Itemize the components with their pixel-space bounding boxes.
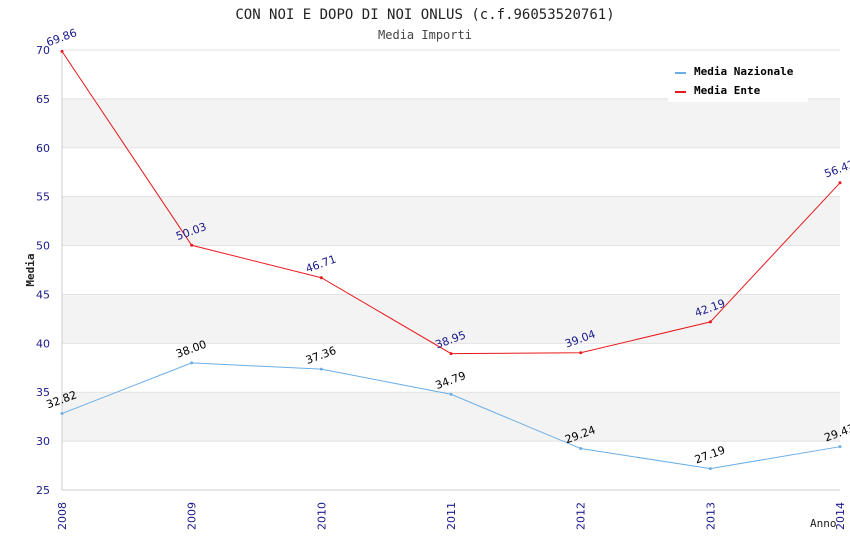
legend: Media Nazionale Media Ente bbox=[668, 56, 808, 102]
legend-box bbox=[668, 56, 808, 102]
data-point bbox=[708, 320, 712, 324]
x-tick-label: 2008 bbox=[56, 502, 69, 530]
data-point bbox=[449, 392, 453, 396]
series-group bbox=[60, 49, 842, 471]
x-tick-label: 2009 bbox=[186, 502, 199, 530]
y-tick-label: 40 bbox=[36, 337, 50, 350]
data-point bbox=[579, 351, 583, 355]
data-point bbox=[190, 243, 194, 247]
data-point bbox=[708, 467, 712, 471]
y-tick-label: 35 bbox=[36, 386, 50, 399]
x-tick-label: 2010 bbox=[315, 502, 328, 530]
x-axis-label: Anno bbox=[810, 517, 837, 530]
y-tick-label: 55 bbox=[36, 191, 50, 204]
grid-band bbox=[62, 245, 840, 295]
axes bbox=[61, 50, 840, 491]
x-tick-label: 2012 bbox=[575, 502, 588, 530]
legend-label-media-nazionale: Media Nazionale bbox=[694, 65, 794, 78]
data-point bbox=[60, 49, 64, 53]
grid-band bbox=[62, 294, 840, 344]
grid-band bbox=[62, 343, 840, 393]
x-tick-labels: 2008 2009 2010 2011 2012 2013 2014 bbox=[56, 502, 847, 530]
y-tick-labels: 25 30 35 40 45 50 55 60 65 70 bbox=[36, 44, 50, 497]
data-point bbox=[319, 367, 323, 371]
chart-title: CON NOI E DOPO DI NOI ONLUS (c.f.9605352… bbox=[235, 7, 614, 23]
y-axis-label: Media bbox=[24, 253, 37, 286]
grid-band bbox=[62, 98, 840, 148]
grid-band bbox=[62, 392, 840, 442]
data-point bbox=[60, 412, 64, 416]
chart-subtitle: Media Importi bbox=[378, 28, 472, 42]
data-point bbox=[838, 181, 842, 185]
data-point bbox=[190, 361, 194, 365]
x-tick-label: 2014 bbox=[834, 502, 847, 530]
y-tick-label: 25 bbox=[36, 484, 50, 497]
grid-bands bbox=[62, 49, 840, 491]
grid-band bbox=[62, 147, 840, 197]
y-tick-label: 70 bbox=[36, 44, 50, 57]
y-tick-label: 45 bbox=[36, 288, 50, 301]
grid-band bbox=[62, 441, 840, 490]
y-tick-label: 50 bbox=[36, 240, 50, 253]
data-point bbox=[319, 276, 323, 280]
data-point bbox=[449, 352, 453, 356]
y-tick-label: 65 bbox=[36, 93, 50, 106]
x-tick-label: 2011 bbox=[445, 502, 458, 530]
data-point bbox=[838, 445, 842, 449]
y-tick-label: 60 bbox=[36, 142, 50, 155]
legend-label-media-ente: Media Ente bbox=[694, 84, 761, 97]
data-label: 69.86 bbox=[45, 26, 79, 49]
data-point bbox=[579, 447, 583, 451]
grid-band bbox=[62, 196, 840, 246]
y-tick-label: 30 bbox=[36, 435, 50, 448]
x-tick-label: 2013 bbox=[704, 502, 717, 530]
